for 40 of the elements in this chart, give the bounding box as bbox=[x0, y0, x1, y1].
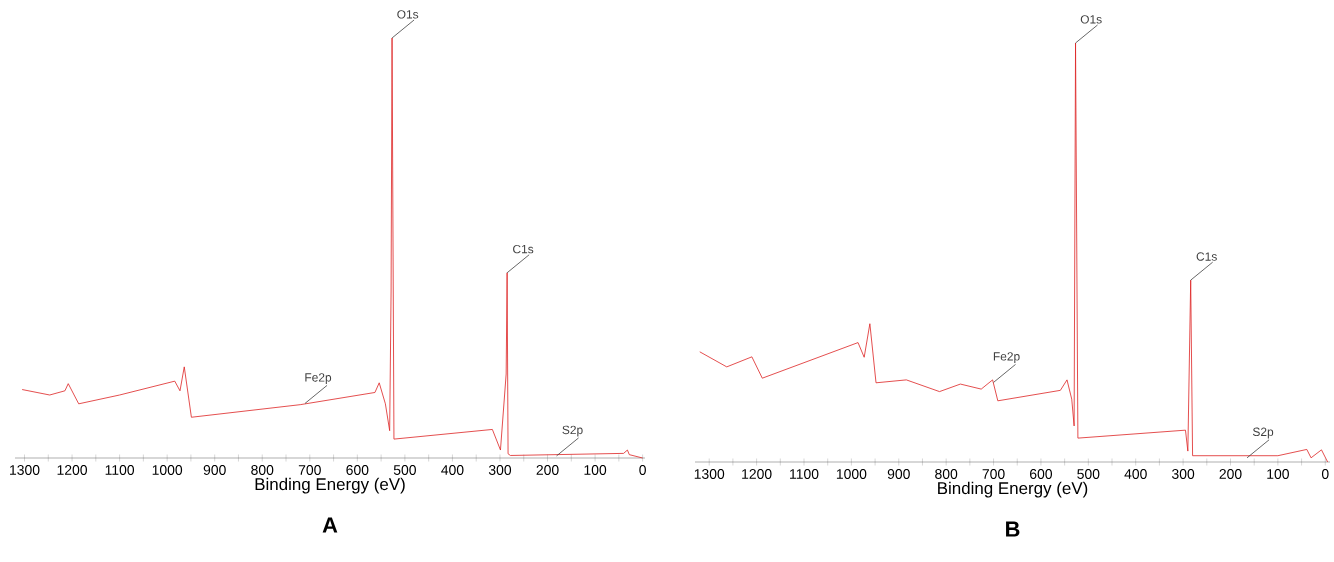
x-tick-label: 1300 bbox=[694, 469, 725, 479]
annotation: S2p bbox=[1252, 427, 1274, 439]
x-tick-label: 300 bbox=[488, 465, 512, 475]
x-tick-label: 0 bbox=[639, 465, 646, 475]
x-tick-label: 500 bbox=[393, 465, 416, 475]
annotation: C1s bbox=[1196, 252, 1217, 261]
x-tick-label: 1100 bbox=[790, 469, 819, 479]
x-axis-title: Binding Energy (eV) bbox=[938, 481, 1088, 498]
annotation: O1s bbox=[397, 10, 419, 19]
x-tick-label: 1200 bbox=[57, 465, 88, 475]
x-tick-label: 700 bbox=[298, 465, 321, 475]
x-tick-label: 600 bbox=[1030, 469, 1053, 479]
x-tick-label: 500 bbox=[1077, 469, 1100, 479]
x-tick-label: 600 bbox=[346, 465, 369, 475]
x-tick-label: 200 bbox=[536, 465, 559, 475]
annotation: S2p bbox=[562, 425, 583, 437]
annotation: Fe2p bbox=[993, 352, 1020, 363]
x-tick-label: 400 bbox=[441, 465, 464, 475]
text: A bbox=[322, 517, 338, 533]
x-tick-label: 1300 bbox=[10, 465, 40, 475]
x-tick-label: 800 bbox=[935, 469, 958, 479]
x-tick-label: 800 bbox=[251, 465, 274, 475]
x-tick-label: 0 bbox=[1321, 469, 1329, 479]
x-tick-label: 1000 bbox=[152, 465, 183, 475]
x-tick-label: 200 bbox=[1219, 469, 1242, 479]
x-tick-label: 1000 bbox=[836, 469, 867, 479]
x-tick-label: 300 bbox=[1172, 469, 1195, 479]
x-tick-label: 1200 bbox=[742, 469, 772, 479]
text: B bbox=[1006, 521, 1020, 537]
annotation: O1s bbox=[1080, 15, 1102, 24]
x-tick-label: 100 bbox=[584, 465, 607, 475]
annotation: Fe2p bbox=[305, 373, 332, 384]
x-tick-label: 700 bbox=[982, 469, 1005, 479]
x-tick-label: 400 bbox=[1124, 469, 1147, 479]
annotation: C1s bbox=[513, 244, 534, 254]
x-axis-title: Binding Energy (eV) bbox=[255, 477, 405, 494]
x-tick-label: 100 bbox=[1267, 469, 1289, 479]
x-tick-label: 900 bbox=[887, 469, 910, 479]
x-tick-label: 1100 bbox=[105, 465, 135, 475]
x-tick-label: 900 bbox=[203, 465, 226, 475]
